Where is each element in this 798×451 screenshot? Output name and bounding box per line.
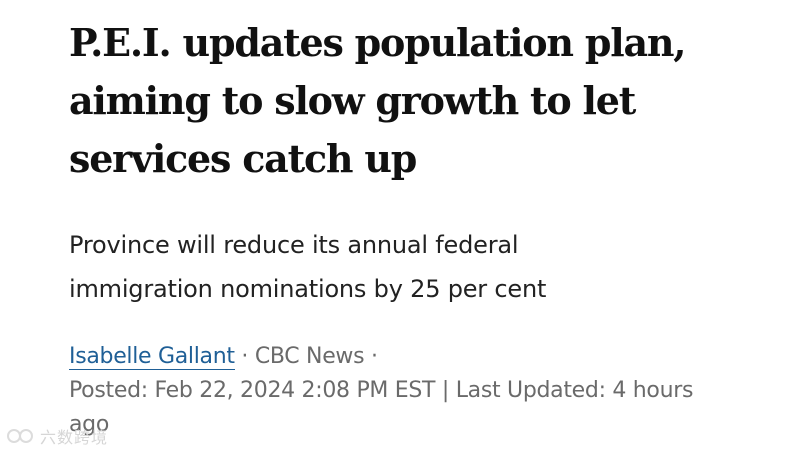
watermark-text: 六数跨境 xyxy=(40,428,109,447)
article-deck: Province will reduce its annual federal … xyxy=(69,231,547,303)
watermark: 六数跨境 xyxy=(6,424,108,448)
updated-date: Last Updated: 4 hours ago xyxy=(69,378,694,437)
headline: P.E.I. updates population plan, aiming t… xyxy=(69,20,687,181)
article-header: P.E.I. updates population plan, aiming t… xyxy=(69,14,769,442)
byline-divider: | xyxy=(441,378,450,403)
byline: Isabelle Gallant · CBC News · Posted: Fe… xyxy=(69,340,709,442)
byline-separator: · xyxy=(241,344,249,369)
byline-separator: · xyxy=(371,344,378,369)
outlet-name: CBC News xyxy=(254,344,365,369)
watermark-logo-icon xyxy=(7,429,33,443)
author-link[interactable]: Isabelle Gallant xyxy=(69,344,235,370)
posted-date: Posted: Feb 22, 2024 2:08 PM EST xyxy=(69,378,436,403)
